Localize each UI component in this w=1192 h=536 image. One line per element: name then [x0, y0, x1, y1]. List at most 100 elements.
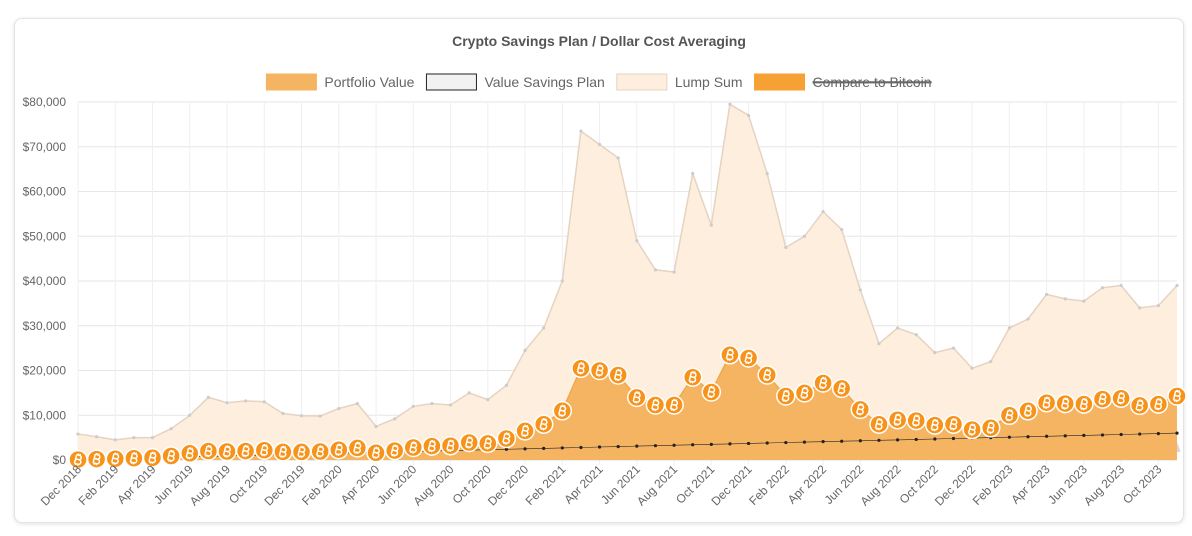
portfolio-marker: [608, 365, 628, 385]
portfolio-marker: [645, 395, 666, 415]
savings-point: [1082, 433, 1086, 437]
lump-sum-point: [840, 227, 844, 232]
legend-swatch: [754, 73, 806, 91]
portfolio-marker: [124, 448, 144, 468]
portfolio-marker: [701, 382, 722, 402]
y-tick-label: $40,000: [23, 274, 67, 288]
marker-icon: [800, 386, 809, 400]
portfolio-marker: [366, 443, 386, 463]
marker-icon: [613, 368, 623, 382]
lump-sum-point: [914, 333, 918, 337]
legend-item[interactable]: Value Savings Plan: [425, 73, 605, 91]
savings-point: [691, 443, 695, 447]
marker-icon: [297, 445, 306, 459]
portfolio-marker: [757, 365, 777, 385]
legend-swatch: [616, 73, 668, 91]
x-tick-label: Apr 2021: [561, 462, 606, 507]
portfolio-marker: [1055, 393, 1075, 414]
savings-point: [895, 438, 900, 442]
lump-sum-point: [430, 402, 434, 406]
portfolio-marker: [720, 345, 740, 365]
legend-item[interactable]: Compare to Bitcoin: [754, 73, 932, 91]
savings-point: [1138, 432, 1142, 436]
marker-icon: [502, 432, 511, 445]
portfolio-marker: [180, 443, 200, 464]
portfolio-marker: [235, 441, 256, 461]
savings-point: [951, 436, 956, 441]
savings-point: [802, 440, 807, 444]
x-tick-label: Apr 2019: [114, 462, 159, 507]
savings-point: [728, 442, 732, 446]
lump-sum-point: [132, 436, 136, 440]
portfolio-marker: [627, 387, 647, 408]
marker-icon: [334, 443, 343, 456]
lump-sum-line: [77, 102, 1178, 441]
lump-sum-point: [895, 326, 900, 330]
lump-sum-point: [244, 399, 248, 403]
savings-point: [1063, 434, 1067, 438]
marker-icon: [744, 351, 753, 365]
savings-point: [765, 441, 769, 445]
savings-point: [542, 446, 546, 450]
portfolio-marker: [273, 442, 293, 462]
x-tick-label: Dec 2021: [708, 462, 754, 508]
portfolio-marker: [1129, 395, 1150, 416]
lump-sum-point: [691, 172, 695, 176]
portfolio-marker: [310, 441, 330, 462]
marker-icon: [874, 417, 883, 431]
x-tick-label: Oct 2023: [1120, 462, 1165, 507]
lump-sum-point: [1138, 306, 1142, 310]
lump-sum-point: [672, 270, 676, 274]
lump-sum-point: [877, 342, 881, 346]
portfolio-marker: [329, 439, 349, 460]
lump-sum-point: [1156, 304, 1160, 308]
portfolio-marker: [664, 395, 684, 415]
savings-point: [746, 441, 751, 446]
portfolio-marker: [347, 438, 368, 458]
savings-point: [877, 438, 881, 442]
x-tick-label: Dec 2019: [261, 462, 307, 508]
x-tick-label: Dec 2022: [932, 462, 978, 508]
lump-sum-point: [206, 395, 210, 399]
portfolio-marker: [440, 435, 461, 456]
savings-point: [858, 439, 862, 443]
marker-icon: [1098, 392, 1107, 406]
portfolio-marker: [943, 414, 964, 434]
lump-sum-point: [970, 366, 974, 370]
lump-sum-point: [1063, 297, 1067, 301]
lump-sum-point: [728, 102, 732, 106]
marker-icon: [185, 447, 194, 460]
marker-icon: [73, 453, 82, 466]
portfolio-marker: [478, 433, 498, 454]
marker-icon: [1023, 404, 1032, 418]
lump-sum-area: [78, 104, 1177, 460]
lump-sum-point: [1082, 299, 1086, 303]
lump-sum-point: [318, 414, 322, 418]
y-tick-label: $70,000: [23, 140, 67, 154]
marker-icon: [353, 441, 362, 455]
legend: Portfolio Value Value Savings Plan Lump Su…: [265, 73, 932, 91]
marker-icon: [986, 421, 995, 435]
savings-point: [579, 445, 583, 450]
legend-item[interactable]: Portfolio Value: [265, 73, 415, 91]
lump-sum-point: [821, 210, 825, 214]
lump-sum-point: [1045, 292, 1049, 297]
marker-icon: [1135, 399, 1144, 412]
savings-point: [560, 446, 564, 450]
marker-icon: [1172, 389, 1181, 403]
x-tick-label: Feb 2021: [523, 462, 569, 508]
marker-icon: [856, 403, 865, 416]
marker-icon: [762, 368, 772, 382]
portfolio-marker: [552, 401, 573, 421]
legend-item[interactable]: Lump Sum: [616, 73, 743, 91]
marker-icon: [278, 445, 287, 459]
marker-icon: [371, 446, 380, 460]
lump-sum-point: [76, 432, 80, 436]
portfolio-marker: [776, 386, 796, 406]
savings-point: [1156, 431, 1160, 436]
portfolio-marker: [850, 399, 871, 420]
marker-icon: [260, 443, 269, 457]
x-tick-label: Aug 2022: [857, 462, 903, 508]
x-tick-label: Apr 2022: [785, 462, 830, 507]
lump-sum-point: [150, 436, 155, 440]
